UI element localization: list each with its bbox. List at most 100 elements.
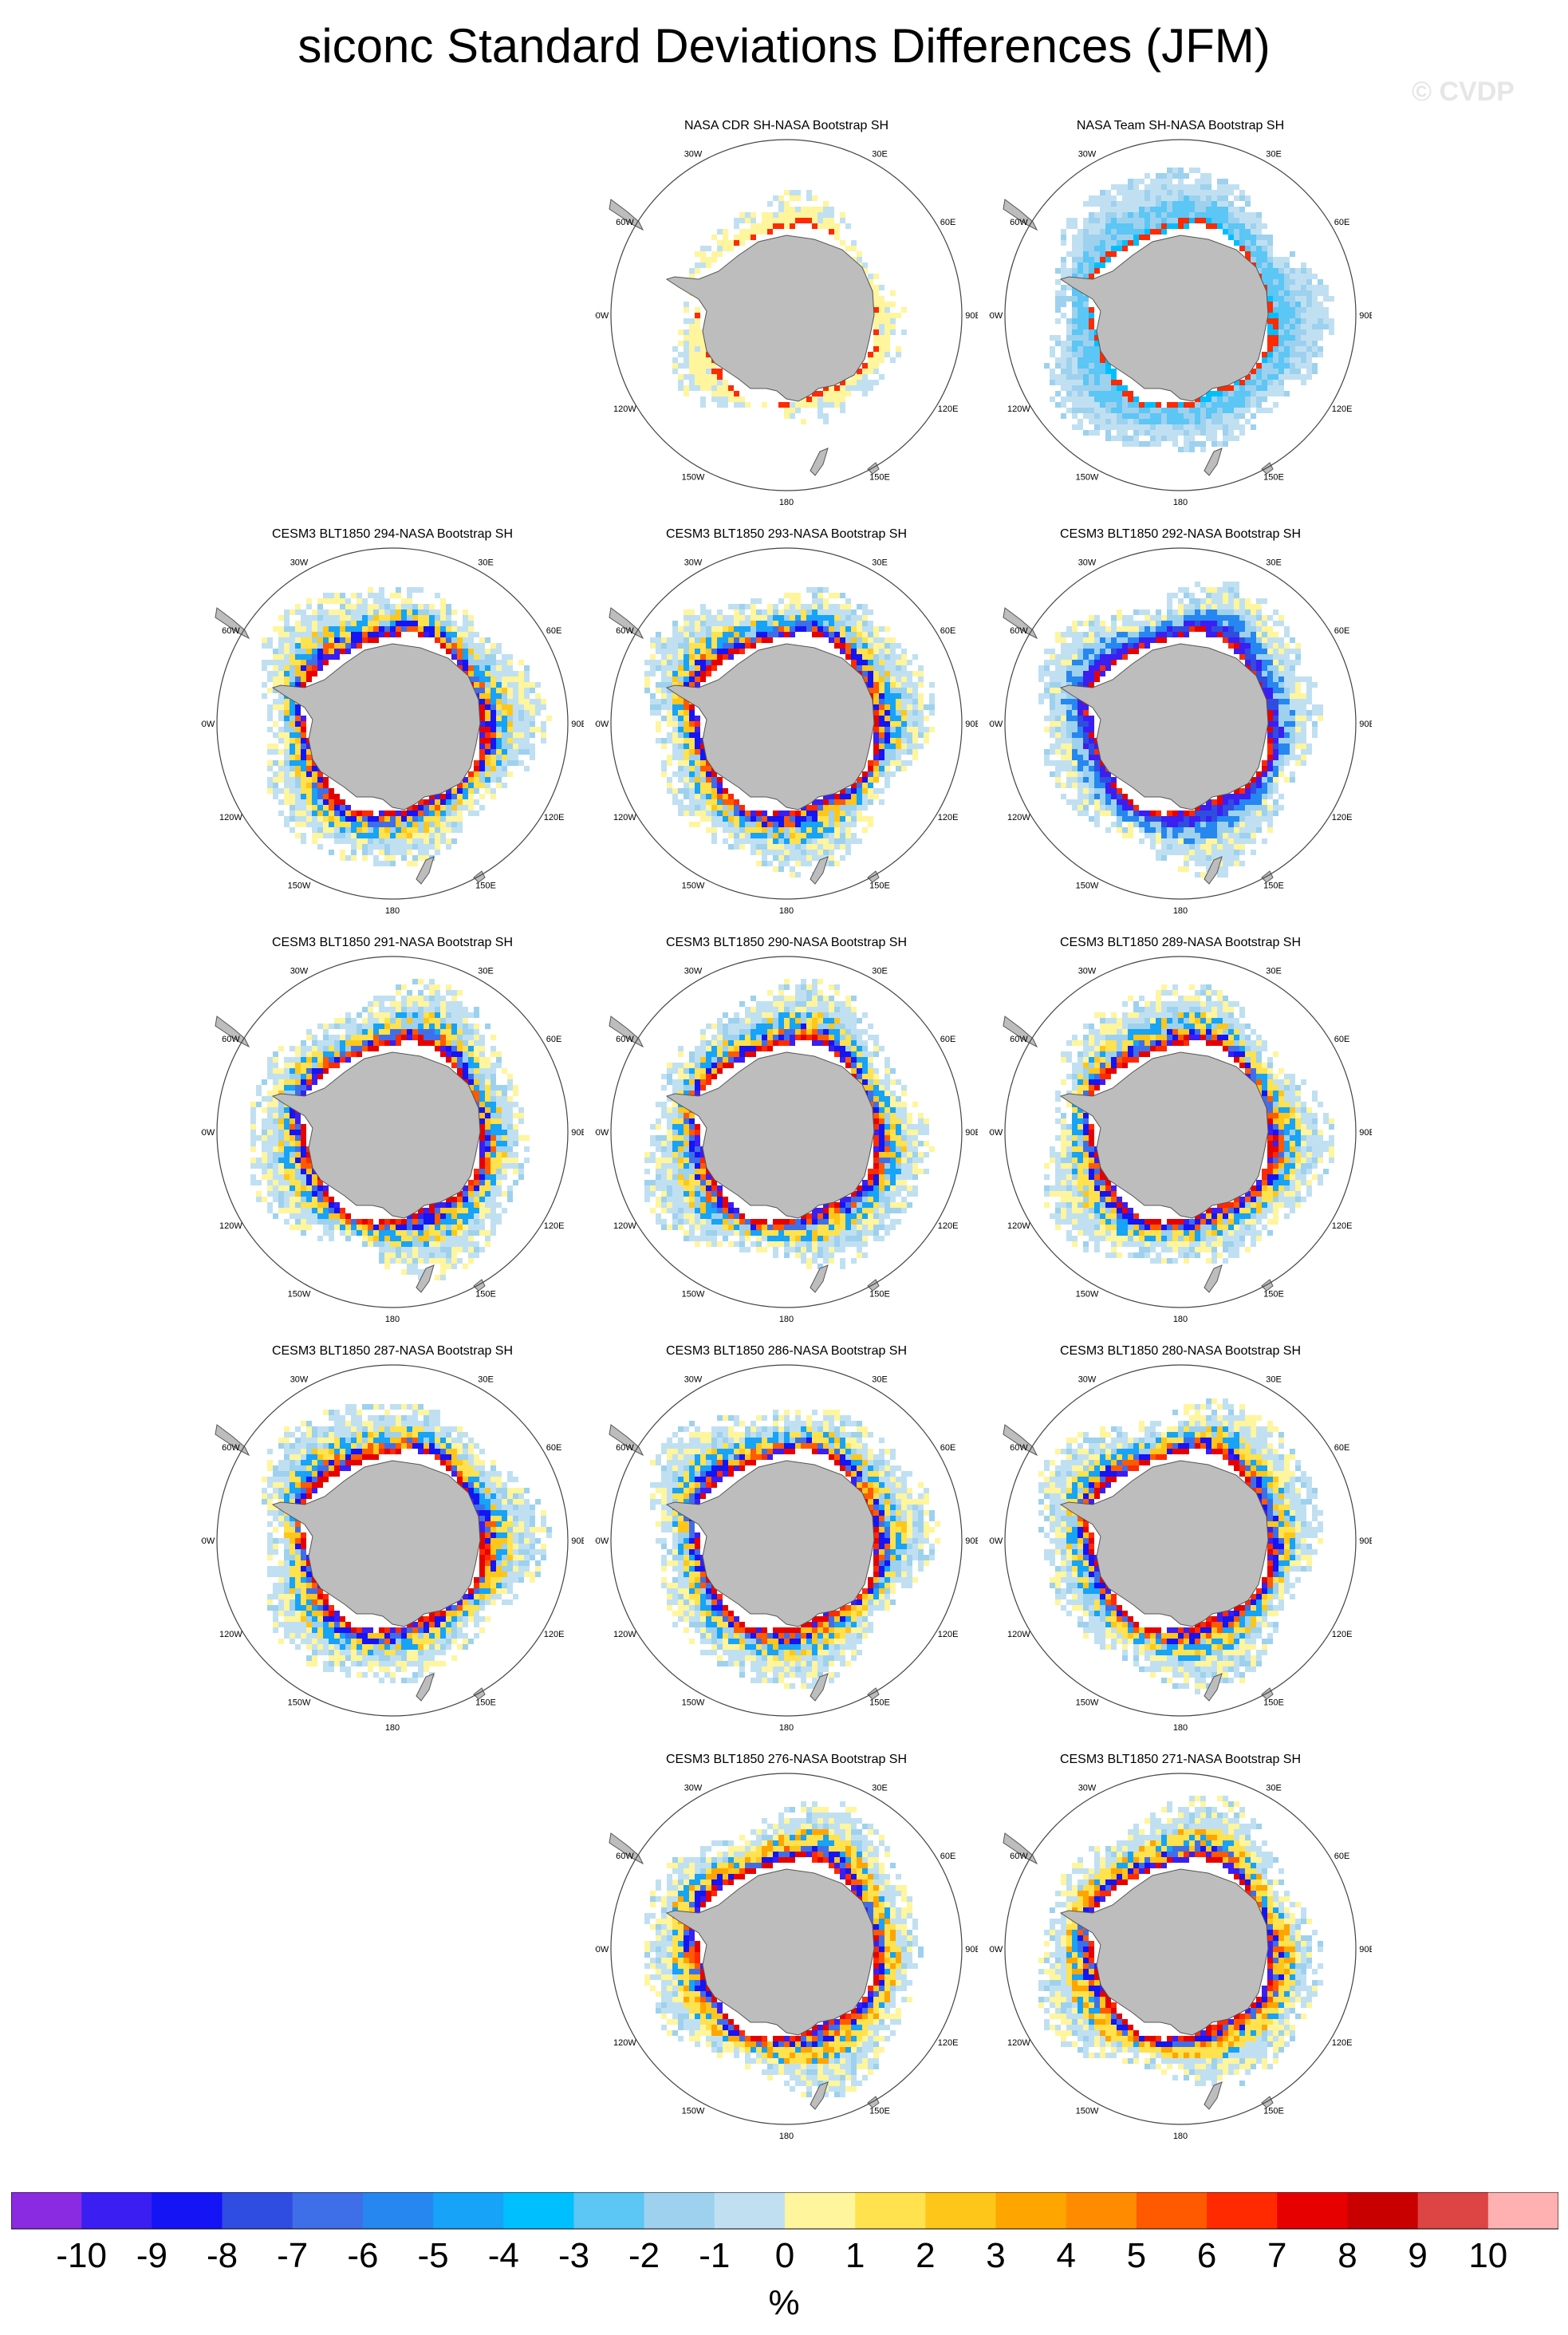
ice-cell <box>1251 637 1256 643</box>
ice-cell <box>717 609 723 615</box>
ice-cell <box>1083 777 1089 783</box>
ice-cell <box>379 1018 384 1024</box>
ice-cell <box>1318 346 1323 352</box>
ice-cell <box>262 637 267 643</box>
ice-cell <box>1055 357 1061 363</box>
ice-cell <box>1284 374 1290 380</box>
ice-cell <box>1278 643 1284 649</box>
ice-cell <box>362 598 368 604</box>
ice-cell <box>1217 822 1223 827</box>
ice-cell <box>312 665 317 671</box>
ice-cell <box>1234 223 1239 229</box>
ice-cell <box>1284 302 1290 307</box>
ice-cell <box>1105 654 1111 660</box>
ice-cell <box>901 307 907 313</box>
ice-cell <box>689 380 695 385</box>
ice-cell <box>334 799 340 805</box>
ice-cell <box>1267 794 1273 799</box>
ice-cell <box>1206 816 1211 822</box>
ice-cell <box>1273 671 1278 676</box>
ice-cell <box>368 621 373 626</box>
ice-cell <box>762 609 767 615</box>
ice-cell <box>801 805 806 811</box>
ice-cell <box>1200 844 1206 850</box>
ice-cell <box>451 794 457 799</box>
ice-cell <box>485 749 490 755</box>
ice-cell <box>812 212 817 218</box>
ice-cell <box>1100 246 1105 251</box>
ice-cell <box>323 811 329 816</box>
ice-cell <box>1078 654 1083 660</box>
ice-cell <box>879 699 884 704</box>
ice-cell <box>896 643 901 649</box>
south-america-landmass <box>1003 199 1038 231</box>
ice-cell <box>1284 352 1290 357</box>
ice-cell <box>812 223 817 229</box>
ice-cell <box>1100 766 1105 771</box>
ice-cell <box>801 822 806 827</box>
ice-cell <box>1200 850 1206 855</box>
ice-cell <box>784 822 790 827</box>
ice-cell <box>1267 665 1273 671</box>
ice-cell <box>351 1029 357 1035</box>
ice-cell <box>1267 285 1273 290</box>
ice-cell <box>873 654 879 660</box>
ice-cell <box>790 212 795 218</box>
ice-cell <box>1167 223 1172 229</box>
ice-cell <box>1139 235 1144 240</box>
ice-cell <box>390 850 396 855</box>
ice-cell <box>1044 693 1050 699</box>
ice-cell <box>773 844 778 850</box>
ice-cell <box>368 604 373 609</box>
ice-cell <box>834 844 840 850</box>
ice-cell <box>684 318 689 324</box>
ice-cell <box>401 844 407 850</box>
ice-cell <box>429 827 435 833</box>
ice-cell <box>1111 811 1117 816</box>
ice-cell <box>1262 268 1267 274</box>
ice-cell <box>502 738 507 743</box>
ice-cell <box>357 833 362 838</box>
ice-cell <box>684 704 689 710</box>
ice-cell <box>351 643 357 649</box>
ice-cell <box>1083 341 1089 346</box>
ice-cell <box>717 615 723 621</box>
ice-cell <box>1167 402 1172 408</box>
ice-cell <box>1066 324 1072 329</box>
ice-cell <box>468 671 474 676</box>
ice-cell <box>407 1035 412 1040</box>
ice-cell <box>1117 240 1122 246</box>
ice-cell <box>801 218 806 223</box>
ice-cell <box>1156 402 1161 408</box>
ice-cell <box>340 855 345 861</box>
ice-cell <box>513 693 518 699</box>
ice-cell <box>468 777 474 783</box>
ice-cell <box>1150 419 1156 424</box>
ice-cell <box>862 794 868 799</box>
ice-cell <box>829 838 834 844</box>
ice-cell <box>290 727 295 732</box>
ice-cell <box>485 699 490 704</box>
ice-cell <box>1066 665 1072 671</box>
ice-cell <box>1278 738 1284 743</box>
ice-cell <box>301 805 306 811</box>
ice-cell <box>1144 827 1150 833</box>
ice-cell <box>273 626 278 632</box>
ice-cell <box>468 783 474 788</box>
ice-cell <box>1083 223 1089 229</box>
ice-cell <box>1117 430 1122 436</box>
ice-cell <box>546 716 552 721</box>
ice-cell <box>435 1018 440 1024</box>
ice-cell <box>1273 665 1278 671</box>
ice-cell <box>362 816 368 822</box>
south-america-landmass <box>215 607 250 640</box>
ice-cell <box>345 643 351 649</box>
ice-cell <box>295 643 301 649</box>
ice-cell <box>806 396 812 402</box>
ice-cell <box>1234 822 1239 827</box>
ice-cell <box>1055 716 1061 721</box>
ice-cell <box>1133 413 1139 419</box>
ice-cell <box>424 1024 429 1029</box>
ice-cell <box>1206 621 1211 626</box>
map-panel: CESM3 BLT1850 293-NASA Bootstrap SH030E6… <box>595 527 978 925</box>
